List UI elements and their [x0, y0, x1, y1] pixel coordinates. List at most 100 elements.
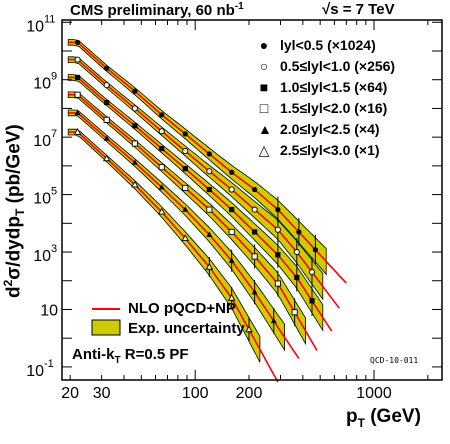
data-point-0-8 [275, 207, 281, 213]
data-point-0-2 [132, 88, 138, 94]
y-label-main: σ/dydp [3, 216, 25, 280]
legend-theory-label: NLO pQCD+NP [128, 300, 236, 317]
x-tick-label-0: 20 [61, 385, 79, 402]
x-tick-label-1: 30 [93, 385, 111, 402]
data-point-2-6 [229, 207, 235, 213]
legend-item-0: ● lyl<0.5 (×1024) [258, 37, 376, 53]
data-point-0-7 [252, 186, 258, 193]
y-tick-exponent-2: 3 [51, 243, 57, 255]
y-tick-label-1: 10 [40, 302, 58, 319]
legend-marker-icon: △ [258, 142, 270, 158]
data-point-1-10 [308, 269, 316, 276]
chart-title-superscript: -1 [234, 1, 244, 12]
x-tick-label-2: 100 [182, 385, 209, 402]
data-point-4-2 [131, 159, 138, 165]
data-point-1-5 [206, 168, 213, 175]
uncertainty-band-2 [67, 74, 324, 332]
data-point-0-3 [159, 112, 165, 118]
y-tick-exponent-6: 11 [44, 13, 55, 25]
y-tick-exponent-3: 5 [51, 186, 57, 198]
algorithm-label: Anti-kT R=0.5 PF [72, 346, 189, 366]
energy-label: √s = 7 TeV [322, 1, 395, 18]
data-point-1-0 [74, 56, 81, 63]
data-point-0-9 [296, 229, 302, 235]
data-point-4-7 [251, 288, 258, 295]
uncertainty-band-5 [67, 128, 261, 363]
legend-item-3: □ 1.5≤lyl<2.0 (×16) [258, 100, 388, 116]
data-point-2-10 [309, 298, 315, 304]
uncertainty-band-1 [67, 56, 324, 301]
legend-label: lyl<0.5 (×1024) [280, 37, 376, 53]
y-tick-label-2: 10 [33, 248, 51, 265]
y-tick-label-5: 10 [33, 76, 51, 93]
data-point-3-9 [291, 309, 298, 316]
data-point-3-4 [182, 184, 189, 192]
y-axis-label: d2σ/dydpT (pb/GeV) [1, 124, 27, 298]
y-tick-exponent-0: -1 [44, 358, 54, 370]
x-axis-label: pT (GeV) [346, 406, 421, 430]
y-label-sup: 2 [1, 279, 15, 287]
y-tick-label-6: 10 [26, 18, 44, 35]
legend-uncertainty-swatch [91, 319, 121, 336]
data-point-3-5 [206, 206, 213, 213]
data-point-1-9 [293, 248, 300, 256]
plot-frame [61, 19, 443, 381]
data-point-5-1 [102, 154, 111, 162]
data-point-4-1 [103, 135, 110, 141]
data-point-1-7 [251, 206, 258, 213]
uncertainty-band-3 [67, 91, 306, 346]
data-point-5-5 [205, 262, 214, 270]
data-point-2-9 [294, 274, 300, 281]
data-point-0-10 [312, 247, 318, 253]
y-label-d: d [3, 286, 25, 298]
data-point-1-2 [131, 105, 138, 112]
data-point-3-2 [131, 140, 138, 147]
legend-label: 1.5≤lyl<2.0 (×16) [280, 100, 388, 116]
data-point-5-0 [73, 127, 82, 135]
data-point-3-1 [103, 116, 110, 123]
data-point-4-3 [158, 184, 165, 190]
legend-label: 0.5≤lyl<1.0 (×256) [280, 58, 396, 74]
algorithm-rest: R=0.5 PF [120, 346, 189, 363]
data-point-2-4 [182, 166, 188, 172]
data-point-4-5 [206, 231, 213, 237]
data-point-5-7 [245, 325, 253, 333]
data-point-3-8 [274, 280, 281, 287]
y-tick-exponent-5: 9 [51, 71, 57, 83]
legend-marker-icon: □ [259, 100, 269, 116]
legend-marker-icon: ● [259, 37, 269, 53]
algorithm-sub: T [114, 355, 121, 366]
y-tick-label-3: 10 [33, 191, 51, 208]
data-point-1-4 [182, 147, 189, 155]
data-point-3-6 [228, 228, 235, 236]
data-point-5-2 [131, 180, 139, 188]
x-tick-label-4: 1000 [356, 385, 392, 402]
legend-marker-icon: ■ [259, 79, 269, 95]
theory-curve-2 [68, 76, 333, 332]
data-point-0-0 [74, 39, 81, 45]
legend-item-2: ■ 1.0≤lyl<1.5 (×64) [258, 79, 388, 95]
data-point-5-3 [157, 207, 166, 215]
x-label-main: p [346, 406, 358, 427]
x-label-unit: (GeV) [364, 406, 421, 427]
data-point-5-4 [181, 234, 190, 241]
data-point-2-2 [132, 123, 138, 129]
legend-label: 2.5≤lyl<3.0 (×1) [280, 142, 380, 158]
x-label-sub: T [357, 415, 365, 430]
legend-item-5: △ 2.5≤lyl<3.0 (×1) [258, 142, 380, 159]
data-point-3-0 [74, 91, 81, 98]
theory-curve-1 [68, 58, 340, 309]
legend-label: 2.0≤lyl<2.5 (×4) [280, 121, 380, 137]
chart-title-text: CMS preliminary, 60 nb [70, 2, 235, 19]
legend-marker-icon: ○ [259, 58, 269, 74]
data-point-2-0 [74, 74, 81, 81]
y-label-unit: (pb/GeV) [3, 124, 25, 209]
theory-curve-5 [68, 131, 279, 383]
y-label-sub: T [13, 208, 28, 217]
data-point-4-0 [74, 109, 81, 116]
legend-uncertainty-label: Exp. uncertainty [128, 320, 245, 337]
data-point-4-8 [270, 317, 277, 324]
data-point-4-6 [228, 257, 235, 263]
y-tick-label-4: 10 [33, 133, 51, 150]
